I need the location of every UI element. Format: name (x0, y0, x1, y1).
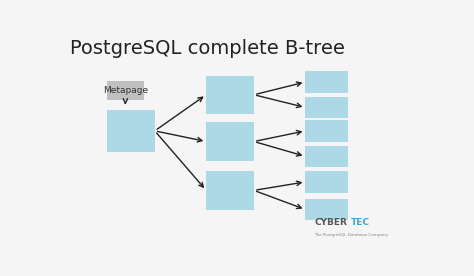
FancyBboxPatch shape (107, 81, 144, 100)
FancyBboxPatch shape (107, 110, 155, 152)
FancyBboxPatch shape (305, 97, 347, 118)
Text: PostgreSQL complete B-tree: PostgreSQL complete B-tree (70, 39, 345, 59)
Text: CYBER: CYBER (315, 217, 347, 227)
FancyBboxPatch shape (305, 120, 347, 142)
FancyBboxPatch shape (206, 171, 254, 209)
FancyBboxPatch shape (305, 199, 347, 220)
Text: The PostgreSQL Database Company: The PostgreSQL Database Company (315, 233, 389, 237)
FancyBboxPatch shape (305, 146, 347, 167)
Text: TEC: TEC (351, 217, 370, 227)
FancyBboxPatch shape (206, 122, 254, 161)
Text: Metapage: Metapage (103, 86, 148, 95)
FancyBboxPatch shape (305, 71, 347, 93)
FancyBboxPatch shape (206, 76, 254, 114)
FancyBboxPatch shape (305, 171, 347, 193)
